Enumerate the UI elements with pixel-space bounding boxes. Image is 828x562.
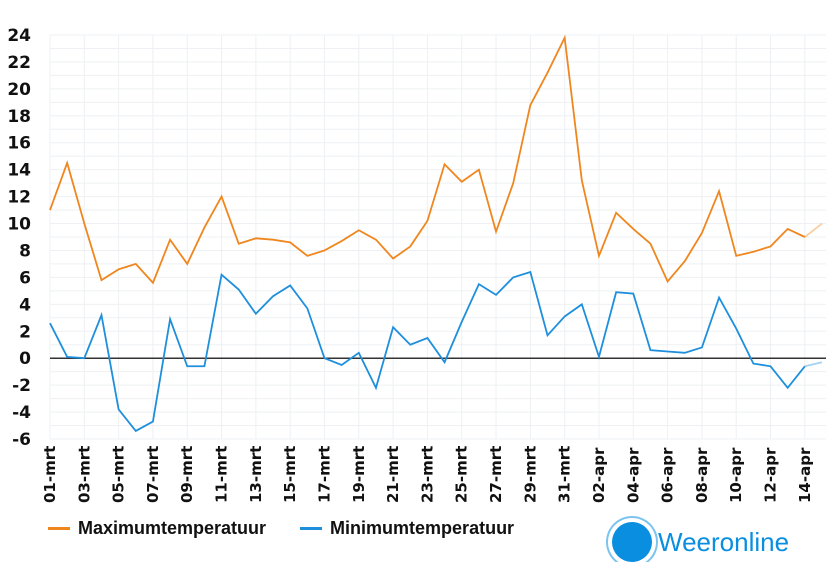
y-tick-label: -6 [12, 430, 31, 450]
x-tick-label: 25-mrt [453, 446, 471, 503]
x-tick-label: 08-apr [693, 447, 711, 503]
series-line-max [49, 34, 806, 285]
grid [49, 34, 826, 440]
y-tick-label: 14 [7, 161, 31, 181]
legend-label-max: Maximumtemperatuur [78, 518, 267, 538]
x-tick-label: 09-mrt [178, 446, 196, 503]
legend: Maximumtemperatuur Minimumtemperatuur [48, 518, 514, 539]
y-tick-label: 2 [19, 322, 31, 342]
x-tick-label: 29-mrt [521, 446, 539, 503]
series-forecast-segment-min [804, 361, 823, 368]
x-axis-ticks: 01-mrt 03-mrt 05-mrt 07-mrt 09-mrt 11-mrt 13-m… [41, 446, 814, 503]
x-tick-label: 13-mrt [247, 446, 265, 503]
weeronline-logo: Weeronline [612, 522, 789, 562]
x-tick-label: 10-apr [727, 447, 745, 503]
x-tick-label: 31-mrt [556, 446, 574, 503]
y-tick-label: -4 [12, 403, 31, 423]
y-tick-label: -2 [12, 376, 31, 396]
x-tick-label: 06-apr [659, 447, 677, 503]
y-tick-label: 4 [19, 295, 31, 315]
series-lines [49, 34, 823, 433]
y-tick-label: 6 [19, 268, 31, 288]
x-tick-label: 12-apr [762, 447, 780, 503]
y-tick-label: 18 [7, 107, 31, 127]
logo-text: Weeronline [658, 526, 790, 557]
series-line-min [49, 270, 806, 433]
y-tick-label: 10 [7, 215, 31, 235]
y-tick-label: 24 [7, 26, 31, 46]
sun-icon [612, 522, 652, 562]
x-tick-label: 19-mrt [350, 446, 368, 503]
x-tick-label: 03-mrt [75, 446, 93, 503]
y-tick-label: 22 [7, 53, 31, 73]
x-tick-label: 15-mrt [281, 446, 299, 503]
x-tick-label: 23-mrt [418, 446, 436, 503]
y-tick-label: 0 [19, 349, 31, 369]
x-tick-label: 04-apr [624, 447, 642, 503]
y-tick-label: 20 [7, 80, 31, 100]
x-tick-label: 21-mrt [384, 446, 402, 503]
legend-swatch-max [48, 527, 70, 530]
legend-swatch-min [300, 527, 323, 530]
y-tick-label: 8 [19, 241, 31, 261]
x-tick-label: 01-mrt [41, 446, 59, 503]
series-forecast-segment-max [804, 222, 823, 238]
x-tick-label: 11-mrt [213, 446, 231, 503]
x-tick-label: 17-mrt [315, 446, 333, 503]
legend-item-min[interactable]: Minimumtemperatuur [300, 518, 514, 539]
y-tick-label: 16 [7, 134, 31, 154]
legend-item-max[interactable]: Maximumtemperatuur [48, 518, 266, 539]
x-tick-label: 07-mrt [144, 446, 162, 503]
x-tick-label: 14-apr [796, 447, 814, 503]
x-tick-label: 27-mrt [487, 446, 505, 503]
x-tick-label: 05-mrt [110, 446, 128, 503]
legend-label-min: Minimumtemperatuur [330, 518, 515, 538]
x-tick-label: 02-apr [590, 447, 608, 503]
y-tick-label: 12 [7, 188, 31, 208]
